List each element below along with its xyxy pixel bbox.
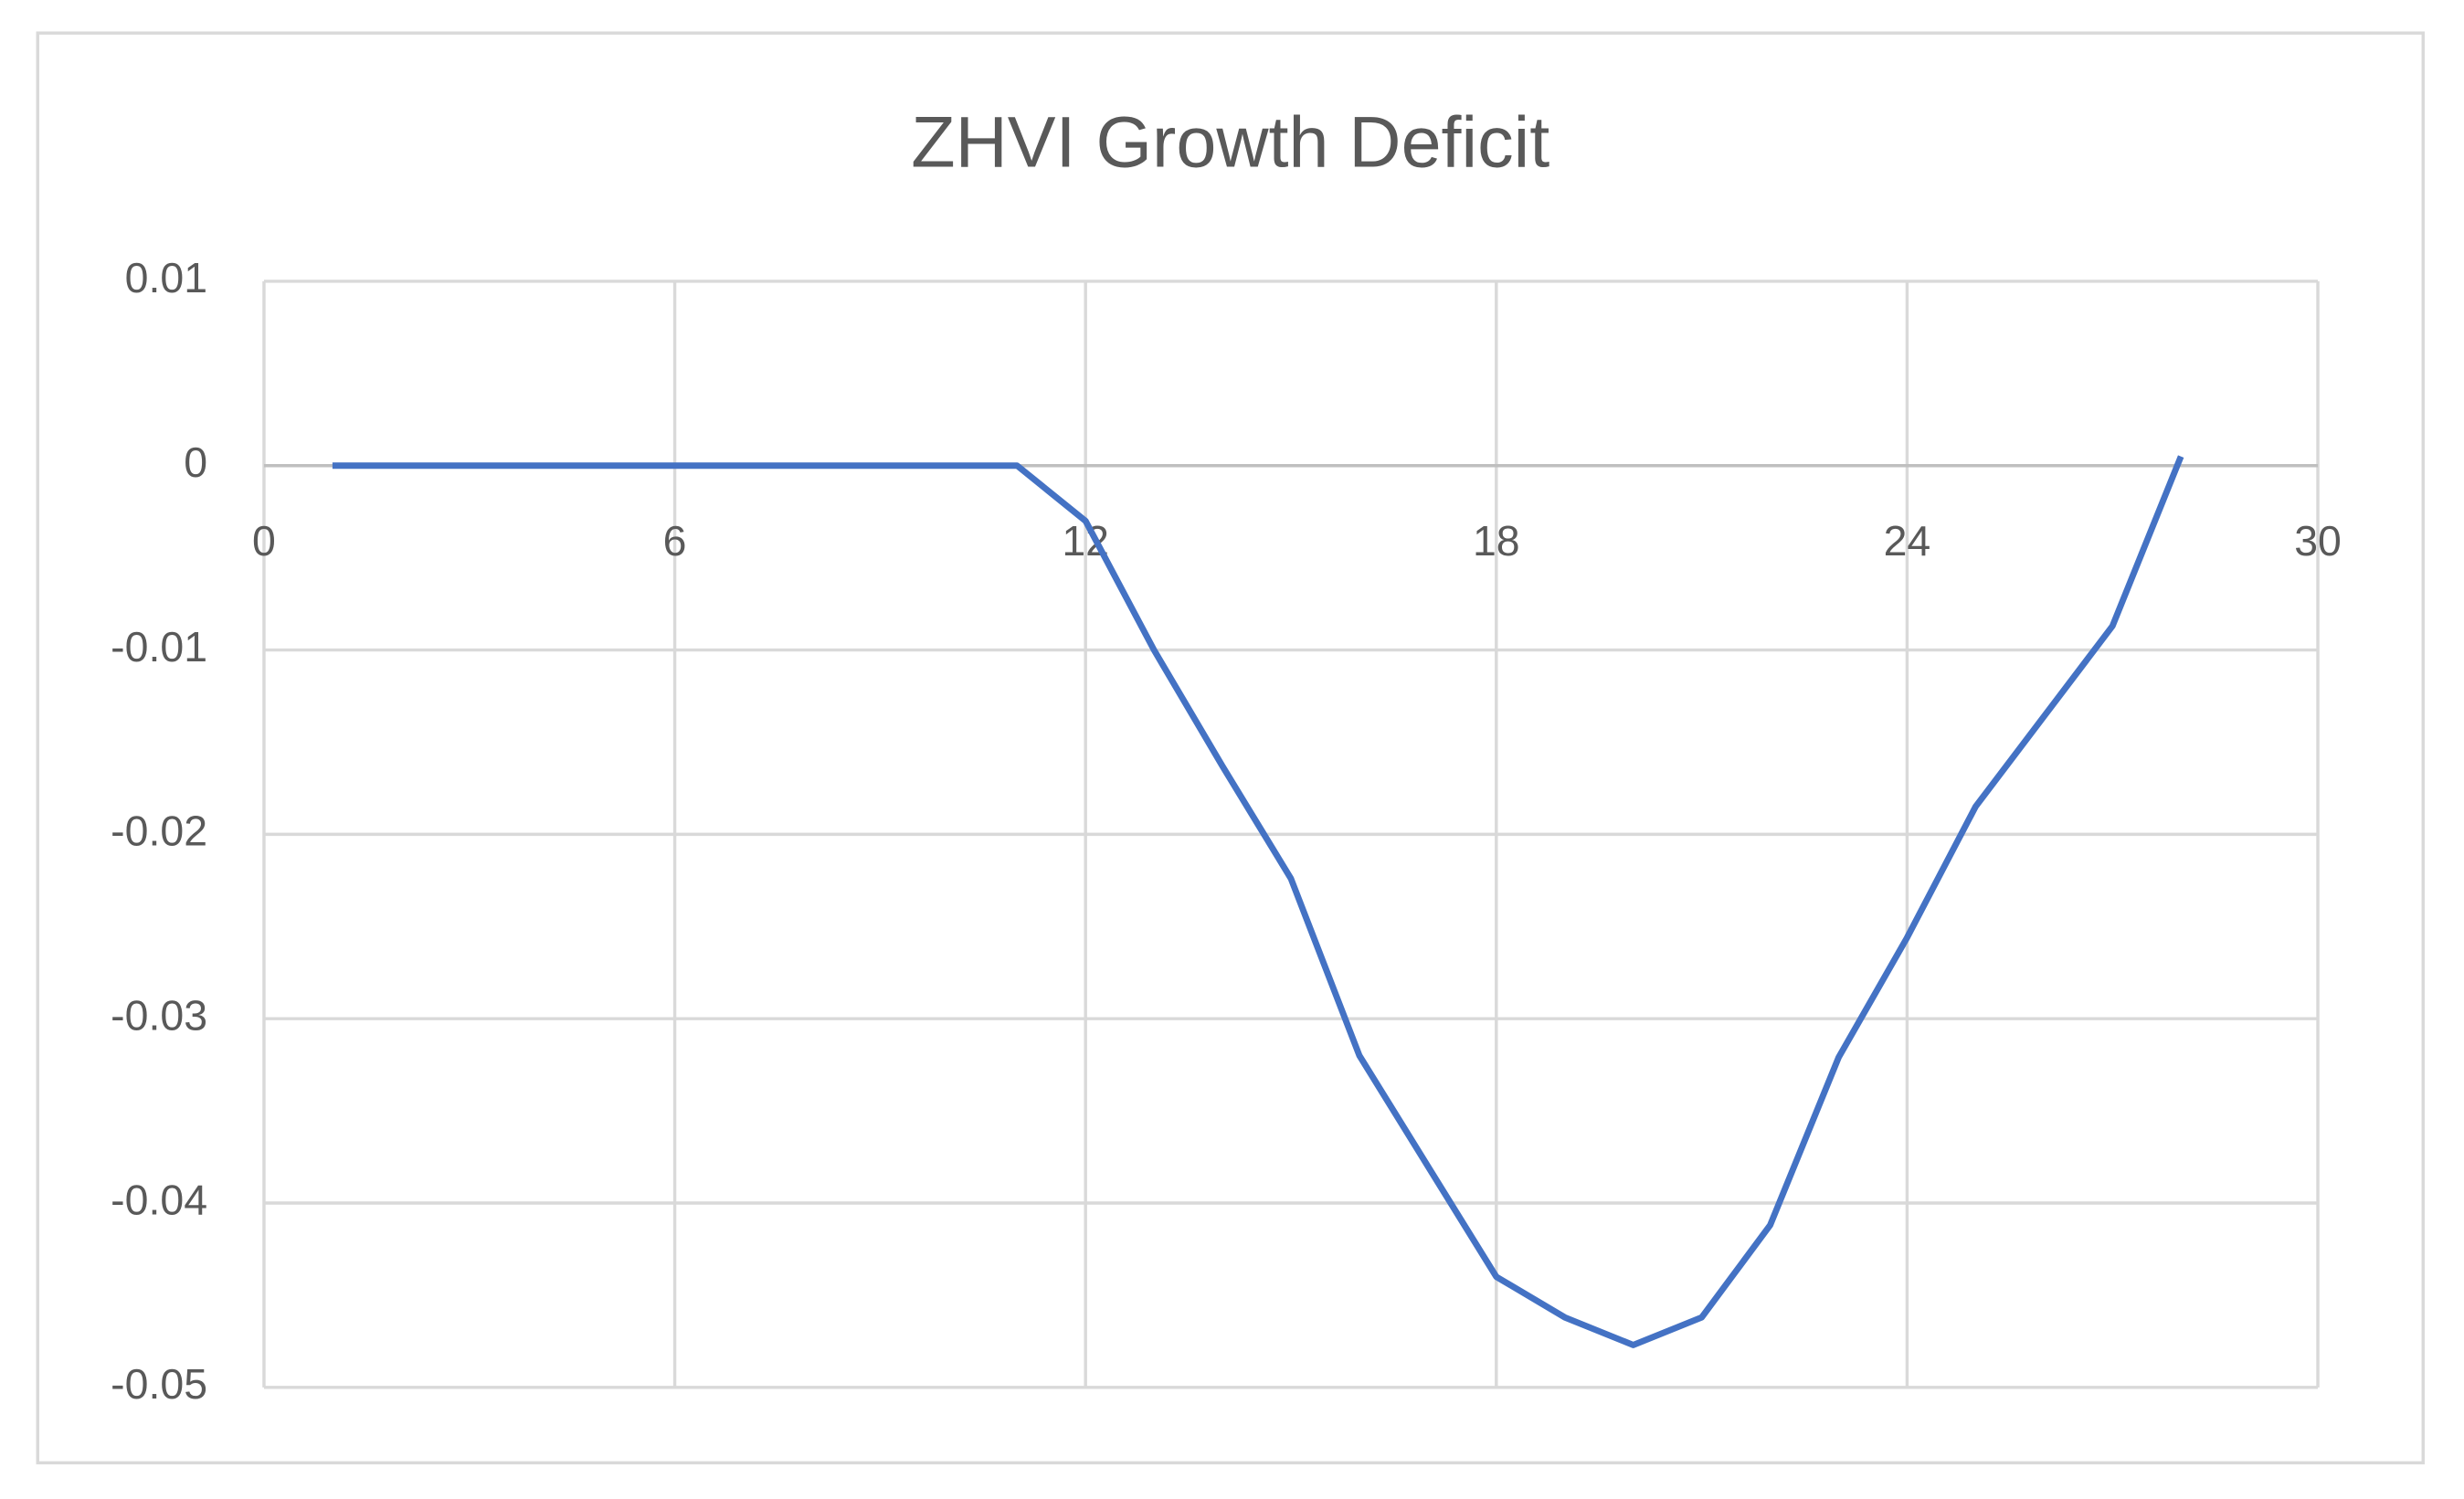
y-tick-label: -0.02 [111, 808, 207, 855]
x-tick-label: 0 [252, 517, 276, 565]
x-tick-label: 30 [2294, 517, 2342, 565]
y-tick-label: -0.05 [111, 1360, 207, 1408]
y-tick-label: 0.01 [125, 254, 207, 301]
y-tick-label: -0.03 [111, 991, 207, 1039]
chart-border [36, 31, 2425, 1465]
y-tick-label: 0 [184, 438, 207, 486]
y-tick-label: -0.01 [111, 623, 207, 670]
x-tick-label: 6 [663, 517, 687, 565]
chart-title: ZHVI Growth Deficit [911, 101, 1549, 183]
x-tick-label: 18 [1473, 517, 1520, 565]
y-tick-label: -0.04 [111, 1176, 207, 1223]
data-line [332, 455, 2184, 1348]
x-tick-label: 24 [1884, 517, 1931, 565]
